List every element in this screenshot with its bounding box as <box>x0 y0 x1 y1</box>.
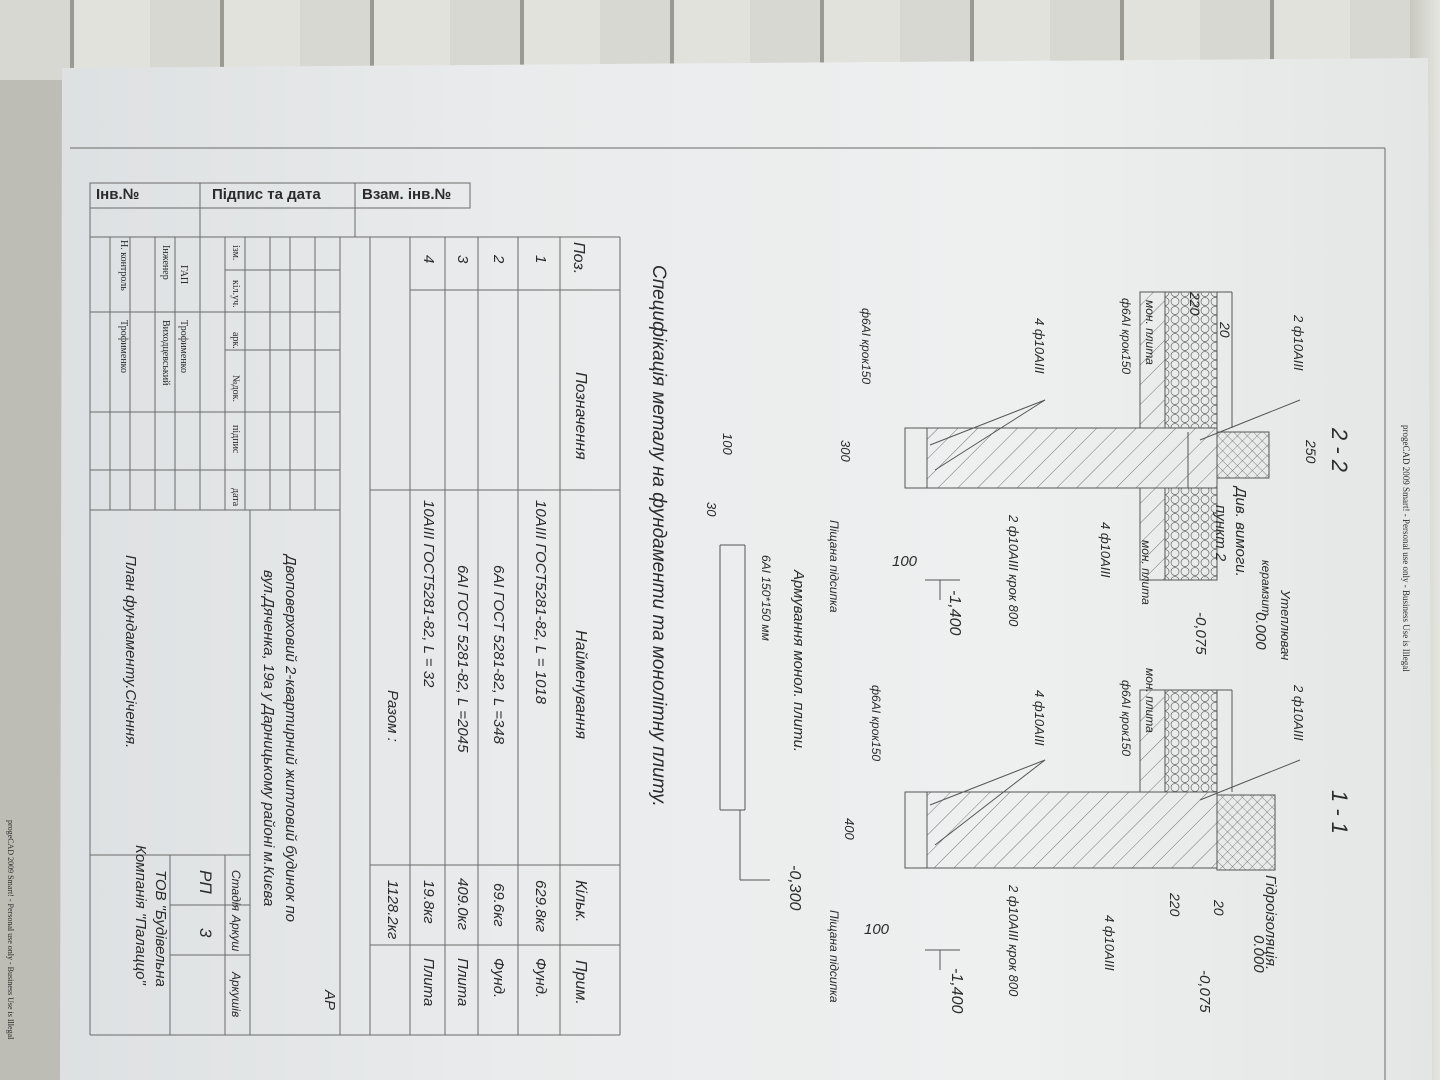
rebar-label: 2 ф10АІІІ <box>1291 685 1306 741</box>
project-title-line2: вул.Дяченка, 19а у Дарницькому районі м.… <box>260 570 277 907</box>
dimension-label: 220 <box>1167 893 1183 917</box>
table-cell-name: 6АІ ГОСТ 5281-82, L =2045 <box>454 565 471 753</box>
project-title-line1: Двоповерховий 2-квартирний житловий буди… <box>282 555 299 922</box>
dimension-label: 20 <box>1217 322 1233 338</box>
table-cell-note: Плита <box>420 958 437 1007</box>
rebar-label: 2 ф10АІІІ крок 800 <box>1006 885 1021 997</box>
dimension-label: 300 <box>838 440 853 462</box>
dimension-label: 100 <box>892 553 918 570</box>
spec-header-note: Прим. <box>572 960 589 1005</box>
role-label: Н. контроль <box>118 240 129 291</box>
note-label: пункт 2 <box>1212 505 1229 562</box>
table-cell-name: 10АІІІ ГОСТ5281-82, L = 1018 <box>532 500 549 705</box>
spec-header-name: Найменування <box>572 630 589 740</box>
table-cell-pos: 3 <box>454 255 471 264</box>
table-total-label: Разом : <box>384 690 401 742</box>
level-label: 0.000 <box>1252 612 1269 650</box>
sheets-label: Аркушів <box>229 972 243 1018</box>
spec-title: Специфікація металу на фундаменти та мон… <box>648 265 669 807</box>
role-label: Інженер <box>160 245 171 280</box>
watermark-top: progeCAD 2009 Smart! - Personal use only… <box>1401 425 1411 672</box>
insulation-label: Утеплювач <box>1278 590 1293 661</box>
table-cell-note: Фунд. <box>532 958 549 999</box>
dimension-label: 400 <box>842 818 857 840</box>
sheet-value: 3 <box>196 928 215 938</box>
slab-reinforcement-title: Армування монол. плити. <box>790 570 807 753</box>
section-1-1-title: 1 - 1 <box>1327 790 1352 835</box>
level-label: -0,075 <box>1196 970 1213 1013</box>
slab-label: мон. плита <box>1139 540 1153 605</box>
table-cell-pos: 2 <box>490 255 507 264</box>
rebar-label: 4 ф10АІІІ <box>1102 915 1117 971</box>
slab-label: мон. плита <box>1143 668 1157 733</box>
level-label: -0,300 <box>786 865 803 911</box>
rebar-label: ф6АІ крок150 <box>1119 298 1133 375</box>
table-cell-pos: 1 <box>532 255 549 264</box>
rebar-label: ф6АІ крок150 <box>1119 680 1133 757</box>
stamp-col-label: арк. <box>230 332 241 349</box>
table-cell-name: 10АІІІ ГОСТ5281-82, L = 32 <box>420 500 437 688</box>
company-line2: Компанія "Палаццо" <box>132 845 149 985</box>
level-label: -1,400 <box>948 968 965 1014</box>
insulation-label: керамзит <box>1259 560 1273 617</box>
rebar-label: 2 ф10АІІІ крок 800 <box>1006 515 1021 627</box>
watermark-bottom: progeCAD 2009 Smart! - Personal use only… <box>6 820 15 1040</box>
table-total-value: 1128.2кг <box>384 880 401 940</box>
rebar-label: 4 ф10АІІІ <box>1098 522 1113 578</box>
drawing-code: АР <box>321 990 338 1011</box>
table-cell-note: Плита <box>454 958 471 1007</box>
slab-label: мон. плита <box>1143 300 1157 365</box>
stage-label: Стадія <box>229 870 243 911</box>
level-label: -0,075 <box>1192 612 1209 655</box>
dimension-label: 100 <box>864 921 890 938</box>
stamp-col-label: дата <box>230 488 241 507</box>
person-name: Виходцевський <box>160 320 171 386</box>
person-name: Трофименко <box>178 320 189 374</box>
mesh-label: 6АІ 150*150 мм <box>759 555 773 641</box>
level-label: -1,400 <box>946 590 963 636</box>
section-2-2-title: 2 - 2 <box>1327 428 1352 473</box>
sand-bed-label: Піщана підсипка <box>827 520 841 613</box>
stamp-col-label: №док. <box>230 375 241 402</box>
rebar-label: 4 ф10АІІІ <box>1032 690 1047 746</box>
rebar-label: 4 ф10АІІІ <box>1032 318 1047 374</box>
level-label: 0.000 <box>1250 935 1267 973</box>
rebar-label: ф6АІ крок150 <box>869 685 883 762</box>
sheet-title: План фундаменту.Січення. <box>122 555 139 749</box>
table-cell-name: 6АІ ГОСТ 5281-82, L =348 <box>490 565 507 745</box>
person-name: Трофименко <box>118 320 129 374</box>
role-label: ГАП <box>178 265 189 285</box>
dimension-label: 250 <box>1303 440 1319 464</box>
replaces-inv-label: Взам. інв.№ <box>362 186 452 203</box>
dimension-label: 220 <box>1187 292 1203 316</box>
inv-no-label: Інв.№ <box>96 186 140 203</box>
sheet-label: Аркуш <box>229 915 243 952</box>
sand-bed-label: Піщана підсипка <box>827 910 841 1003</box>
spec-header-pos: Поз. <box>570 242 587 275</box>
stamp-col-label: ізм. <box>230 245 241 261</box>
stage-value: РП <box>196 870 215 894</box>
stamp-col-label: кіл.уч. <box>230 280 241 308</box>
rebar-label: ф6АІ крок150 <box>859 308 873 385</box>
table-cell-qty: 409.0кг <box>454 878 471 931</box>
table-cell-qty: 629.8кг <box>532 880 549 933</box>
note-label: Див. вимоги. <box>1232 487 1249 577</box>
dimension-label: 20 <box>1211 900 1227 916</box>
table-cell-qty: 69.6кг <box>490 883 507 927</box>
table-cell-qty: 19.8кг <box>420 880 437 924</box>
company-line1: ТОВ "Будівельна <box>152 870 169 987</box>
spec-header-qty: Кільк. <box>572 880 589 923</box>
dimension-label: 30 <box>704 502 719 517</box>
table-cell-note: Фунд. <box>490 958 507 999</box>
table-cell-pos: 4 <box>420 255 437 264</box>
signature-date-label: Підпис та дата <box>212 186 321 203</box>
spec-header-designation: Позначення <box>572 372 589 460</box>
rebar-label: 2 ф10АІІІ <box>1291 315 1306 371</box>
stamp-col-label: підпис <box>230 425 241 454</box>
dimension-label: 100 <box>720 433 735 455</box>
